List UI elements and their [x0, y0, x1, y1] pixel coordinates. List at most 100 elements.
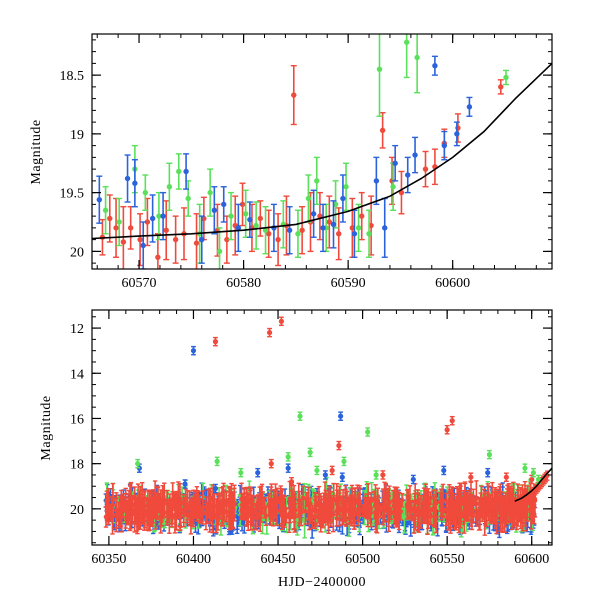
data-point — [314, 178, 320, 184]
data-point — [414, 54, 420, 61]
data-point — [144, 219, 151, 225]
data-point — [379, 127, 386, 134]
data-point — [235, 513, 240, 519]
data-point — [216, 248, 223, 255]
data-point — [366, 231, 372, 237]
data-point — [160, 213, 166, 219]
data-point — [355, 225, 362, 231]
data-point — [340, 195, 346, 202]
data-point — [156, 213, 162, 219]
data-point — [124, 175, 131, 182]
data-point — [474, 501, 479, 507]
data-point — [137, 236, 143, 243]
data-point — [257, 215, 264, 222]
data-point — [235, 225, 242, 231]
data-point — [155, 254, 161, 260]
data-point — [183, 168, 189, 175]
data-point — [291, 92, 297, 98]
top-panel: 60570 60580 60590 60600 18.5 19 19.5 20 Magnitu… — [29, 33, 553, 291]
data-point — [142, 189, 149, 196]
x-tick-label: 60570 — [122, 276, 157, 291]
data-point — [373, 178, 380, 184]
data-point — [455, 125, 461, 131]
data-point — [330, 221, 337, 228]
data-point — [163, 227, 169, 233]
data-point — [253, 222, 259, 229]
data-point — [102, 207, 109, 213]
data-point — [454, 131, 460, 137]
data-point — [504, 497, 510, 503]
model-curve — [92, 62, 552, 240]
data-point — [242, 211, 249, 217]
data-point — [193, 240, 200, 246]
data-point — [224, 236, 230, 243]
data-point — [412, 505, 418, 510]
data-point — [382, 225, 388, 231]
data-point — [262, 227, 269, 233]
data-point — [390, 184, 396, 190]
data-point — [207, 189, 213, 196]
data-point — [412, 152, 418, 158]
y-tick-label: 19.5 — [60, 187, 85, 202]
data-point — [140, 242, 146, 249]
data-point — [466, 104, 473, 110]
data-point — [403, 39, 410, 45]
data-point — [392, 160, 398, 166]
data-point — [351, 512, 357, 518]
data-point — [166, 184, 173, 190]
data-point — [343, 184, 349, 190]
y-tick-label: 20 — [70, 245, 84, 260]
data-point — [107, 215, 113, 222]
data-point — [149, 215, 156, 222]
data-point — [431, 505, 436, 511]
data-point — [96, 196, 103, 203]
data-point — [265, 231, 272, 237]
y-tick-label: 18.5 — [60, 69, 85, 84]
data-point — [312, 506, 318, 512]
data-point — [351, 231, 358, 237]
data-point — [221, 201, 227, 208]
data-point — [176, 168, 182, 175]
data-point — [295, 231, 301, 237]
x-tick-label: 60600 — [435, 276, 470, 291]
x-tick-label: 60580 — [226, 276, 261, 291]
top-ylabel: Magnitude — [29, 119, 44, 184]
y-tick-label: 19 — [70, 128, 84, 143]
data-point — [422, 166, 429, 172]
data-point — [376, 66, 383, 72]
data-point — [307, 515, 312, 520]
data-point — [247, 216, 253, 223]
data-point — [299, 227, 305, 233]
data-point — [116, 219, 122, 225]
data-point — [232, 500, 237, 506]
data-point — [275, 236, 281, 243]
data-point — [172, 236, 179, 243]
top-panel-frame — [91, 33, 553, 270]
data-point — [336, 231, 342, 237]
data-point — [114, 512, 120, 518]
data-point — [503, 74, 509, 81]
data-point — [405, 172, 411, 178]
data-point — [239, 201, 246, 208]
data-point — [359, 213, 365, 219]
data-point — [432, 63, 438, 69]
data-point — [210, 495, 216, 501]
data-point — [113, 225, 119, 231]
data-point — [320, 225, 326, 231]
data-point — [127, 225, 134, 231]
data-point — [286, 227, 293, 233]
data-point — [211, 207, 218, 213]
data-point — [263, 513, 269, 519]
data-point — [185, 195, 191, 202]
data-point — [305, 195, 312, 202]
bottom-panel: 60350 60400 60450 60500 60550 606001214161820… — [39, 309, 553, 590]
data-point — [326, 219, 333, 225]
data-point — [199, 236, 205, 243]
data-point — [226, 514, 232, 519]
data-point — [120, 239, 127, 245]
x-tick-label: 60590 — [331, 276, 366, 291]
data-point — [441, 142, 448, 149]
data-point — [132, 180, 138, 186]
data-point — [428, 514, 433, 519]
